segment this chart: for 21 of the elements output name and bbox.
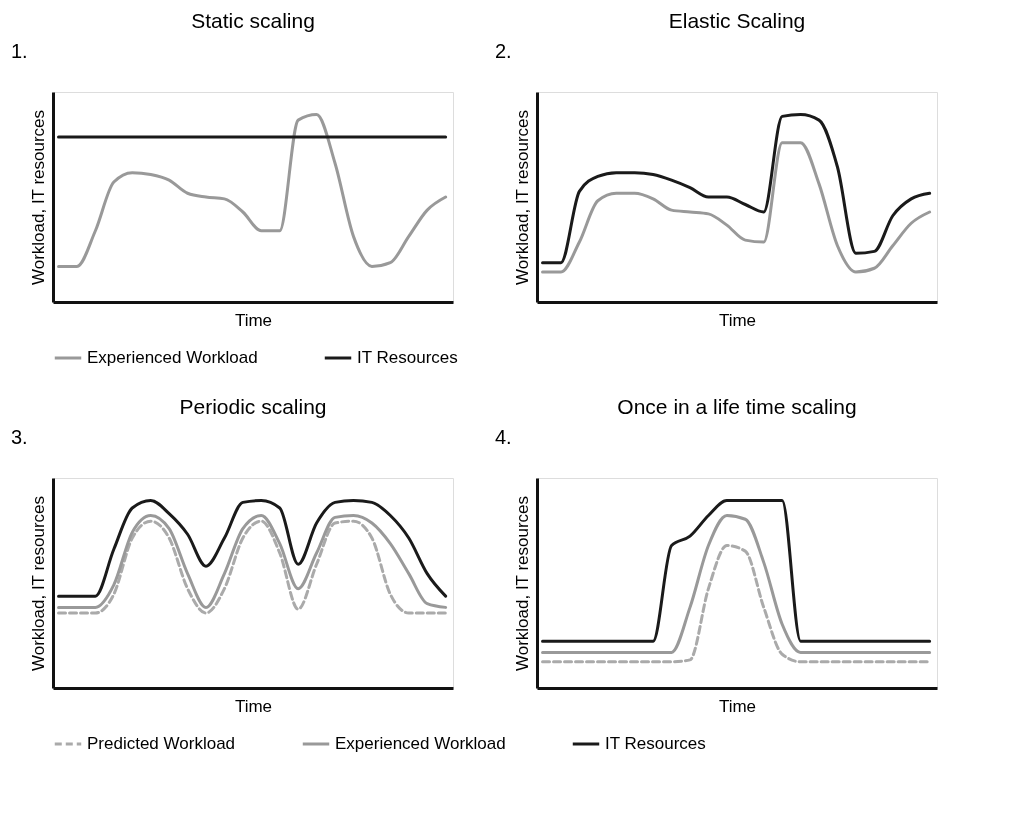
chart-title: Static scaling (191, 9, 315, 32)
text: 1. (11, 40, 28, 62)
chart-title: Elastic Scaling (668, 9, 806, 32)
x-axis-title: Time (234, 696, 273, 716)
text: 2. (495, 40, 512, 62)
x-axis-title: Time (234, 310, 273, 330)
legend-label: Predicted Workload (87, 734, 236, 753)
chart-title: Once in a life time scaling (617, 395, 857, 418)
text: 4. (495, 426, 512, 448)
y-axis-title: Workload, IT resources (512, 109, 532, 286)
y-axis-title: Workload, IT resources (512, 495, 532, 672)
x-axis-title: Time (718, 310, 757, 330)
x-axis-title: Time (718, 696, 757, 716)
legend-label: IT Resources (357, 348, 458, 367)
text: 3. (11, 426, 28, 448)
legend-label: Experienced Workload (335, 734, 506, 753)
legend-label: Experienced Workload (87, 348, 258, 367)
y-axis-title: Workload, IT resources (28, 495, 48, 672)
chart-title: Periodic scaling (179, 395, 327, 418)
y-axis-title: Workload, IT resources (28, 109, 48, 286)
legend-label: IT Resources (605, 734, 706, 753)
